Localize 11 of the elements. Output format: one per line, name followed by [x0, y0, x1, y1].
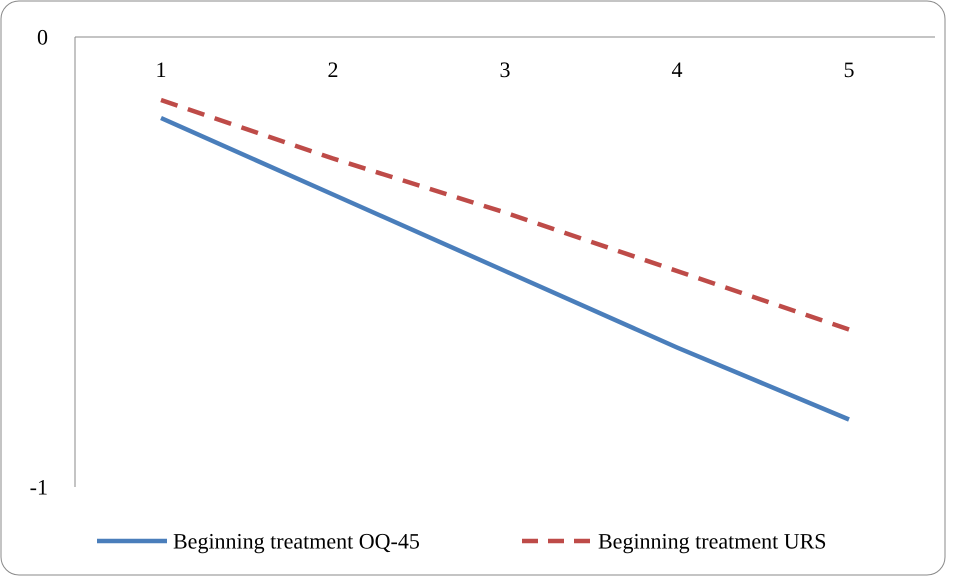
- y-tick-label: -1: [30, 474, 48, 500]
- x-tick-label: 5: [844, 57, 854, 82]
- x-tick-label: 2: [328, 57, 338, 82]
- legend-label: Beginning treatment OQ-45: [173, 528, 420, 554]
- x-tick-label: 4: [672, 57, 682, 82]
- line-series: [158, 98, 852, 332]
- line-series: [158, 116, 852, 422]
- x-tick-label: 1: [156, 57, 166, 82]
- legend-label: Beginning treatment URS: [598, 528, 827, 554]
- x-tick-label: 3: [500, 57, 510, 82]
- y-tick-label: 0: [37, 24, 48, 50]
